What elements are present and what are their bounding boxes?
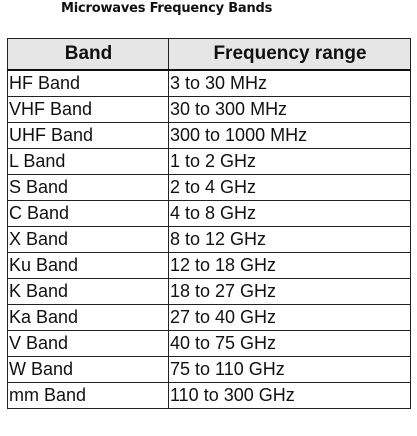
frequency-range-cell: 300 to 1000 MHz	[168, 122, 411, 149]
frequency-range-cell: 2 to 4 GHz	[168, 174, 411, 201]
band-cell: Ka Band	[7, 304, 169, 331]
frequency-range-cell: 18 to 27 GHz	[168, 278, 411, 305]
page-title: Microwaves Frequency Bands	[61, 1, 273, 16]
table-header-row: Band Frequency range	[7, 38, 411, 71]
table-row: Ka Band 27 to 40 GHz	[7, 304, 411, 331]
frequency-range-cell: 1 to 2 GHz	[168, 148, 411, 175]
frequency-range-cell: 27 to 40 GHz	[168, 304, 411, 331]
band-cell: HF Band	[7, 69, 169, 97]
table-row: S Band 2 to 4 GHz	[7, 174, 411, 201]
table-row: Ku Band 12 to 18 GHz	[7, 252, 411, 279]
table-row: VHF Band 30 to 300 MHz	[7, 96, 411, 123]
band-cell: X Band	[7, 226, 169, 253]
band-cell: L Band	[7, 148, 169, 175]
band-cell: V Band	[7, 330, 169, 357]
table-row: V Band 40 to 75 GHz	[7, 330, 411, 357]
frequency-range-cell: 12 to 18 GHz	[168, 252, 411, 279]
band-cell: S Band	[7, 174, 169, 201]
band-cell: UHF Band	[7, 122, 169, 149]
table-row: X Band 8 to 12 GHz	[7, 226, 411, 253]
frequency-range-cell: 110 to 300 GHz	[168, 382, 411, 409]
band-cell: W Band	[7, 356, 169, 383]
frequency-range-cell: 75 to 110 GHz	[168, 356, 411, 383]
band-cell: K Band	[7, 278, 169, 305]
table-row: W Band 75 to 110 GHz	[7, 356, 411, 383]
frequency-bands-table: Band Frequency range HF Band 3 to 30 MHz…	[7, 38, 411, 409]
band-cell: C Band	[7, 200, 169, 227]
band-cell: VHF Band	[7, 96, 169, 123]
table-row: UHF Band 300 to 1000 MHz	[7, 122, 411, 149]
band-cell: mm Band	[7, 382, 169, 409]
table-row: HF Band 3 to 30 MHz	[7, 69, 411, 97]
table-row: K Band 18 to 27 GHz	[7, 278, 411, 305]
frequency-range-cell: 4 to 8 GHz	[168, 200, 411, 227]
frequency-range-cell: 8 to 12 GHz	[168, 226, 411, 253]
table-row: mm Band 110 to 300 GHz	[7, 382, 411, 409]
frequency-range-cell: 3 to 30 MHz	[168, 69, 411, 97]
table-row: C Band 4 to 8 GHz	[7, 200, 411, 227]
column-header-frequency-range: Frequency range	[168, 38, 411, 71]
column-header-band: Band	[7, 38, 169, 71]
frequency-range-cell: 30 to 300 MHz	[168, 96, 411, 123]
band-cell: Ku Band	[7, 252, 169, 279]
table-row: L Band 1 to 2 GHz	[7, 148, 411, 175]
frequency-range-cell: 40 to 75 GHz	[168, 330, 411, 357]
